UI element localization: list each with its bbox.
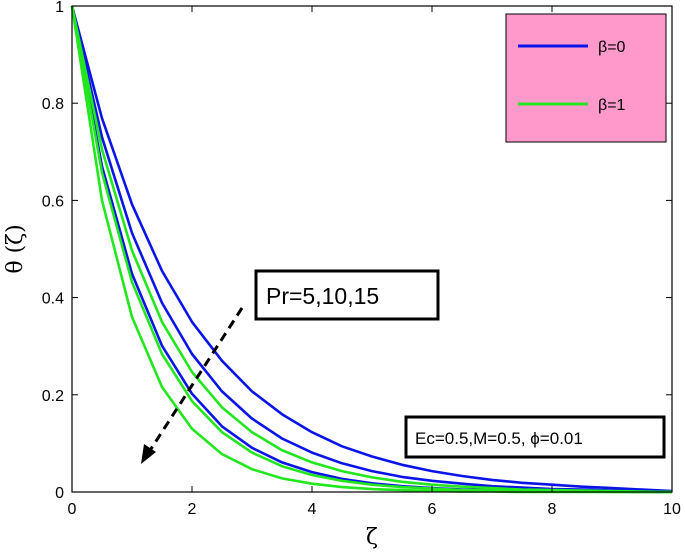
y-tick-label: 0.6	[42, 193, 64, 210]
curves-layer	[70, 5, 673, 494]
x-tick-label: 6	[428, 501, 437, 518]
pr-annotation-box	[254, 269, 440, 321]
y-tick-label: 0	[55, 485, 64, 502]
y-tick-label: 0.4	[42, 291, 64, 308]
x-tick-label: 0	[68, 501, 77, 518]
pr-annotation-text: Pr=5,10,15	[266, 283, 379, 309]
x-tick-label: 8	[548, 501, 557, 518]
legend-label-beta-1: β=1	[598, 97, 626, 114]
params-annotation-text: Ec=0.5,M=0.5, ϕ=0.01	[415, 429, 583, 448]
pr-arrow-shaft	[147, 307, 244, 453]
x-axis-label: ζ	[366, 525, 378, 550]
x-tick-label: 4	[308, 501, 317, 518]
legend: β=0 β=1	[505, 13, 667, 143]
params-annotation-box	[404, 415, 666, 459]
y-tick-label: 1	[55, 0, 64, 16]
legend-label-beta-0: β=0	[598, 39, 626, 56]
axes-layer: 0 2 4 6 8 10 0 0.2 0.4 0.6 0.8 1	[42, 0, 681, 518]
pr-annotation: Pr=5,10,15	[141, 269, 440, 464]
legend-box	[505, 13, 667, 143]
pr-arrow-head	[141, 444, 156, 464]
x-tick-label: 2	[188, 501, 197, 518]
y-tick-label: 0.2	[42, 388, 64, 405]
plot-frame	[71, 5, 673, 493]
series-line-1	[70, 5, 673, 493]
x-tick-label: 10	[663, 501, 681, 518]
params-annotation: Ec=0.5,M=0.5, ϕ=0.01	[404, 415, 666, 459]
y-tick-label: 0.8	[42, 96, 64, 113]
y-axis-label: θ (ζ)	[3, 224, 28, 273]
